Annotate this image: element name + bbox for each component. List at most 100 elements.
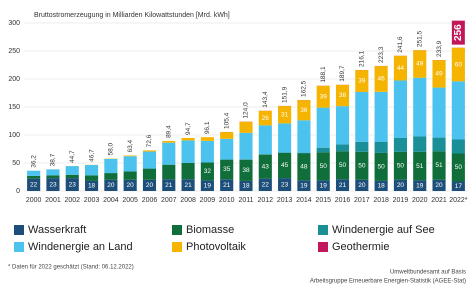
segment-label: 18 xyxy=(88,183,96,190)
segment-label: 23 xyxy=(69,181,77,188)
x-tick-label: 2020 xyxy=(412,197,428,204)
legend-label: Wasserkraft xyxy=(28,224,86,236)
x-tick-label: 2001 xyxy=(45,197,61,204)
x-tick-label: 2009 xyxy=(200,197,216,204)
bar-segment xyxy=(142,179,157,191)
total-label: 44,7 xyxy=(69,150,76,163)
legend-swatch xyxy=(14,242,24,252)
segment-label: 39 xyxy=(320,93,328,100)
bar-segment xyxy=(142,150,157,152)
legend-swatch xyxy=(172,242,182,252)
segment-label: 35 xyxy=(223,166,231,173)
x-tick-label: 2017 xyxy=(354,197,370,204)
x-tick-label: 2016 xyxy=(335,197,351,204)
x-tick-label: 2021 xyxy=(431,197,447,204)
bar-segment xyxy=(65,178,79,191)
y-tick-label: 150 xyxy=(8,104,20,111)
x-tick-label: 2022* xyxy=(449,197,468,204)
bar-segment xyxy=(258,110,272,126)
bar-segment xyxy=(181,137,195,141)
segment-label: 23 xyxy=(281,181,289,188)
legend-swatch xyxy=(14,225,24,235)
segment-label: 44 xyxy=(397,65,405,72)
segment-label: 36 xyxy=(300,107,308,114)
legend-swatch xyxy=(318,225,328,235)
bar-segment xyxy=(393,137,407,152)
bar-segment xyxy=(200,162,214,181)
segment-label: 18 xyxy=(242,183,250,190)
segment-label: 26 xyxy=(262,115,270,122)
bar-segment xyxy=(432,60,446,88)
y-tick-label: 100 xyxy=(8,132,20,139)
segment-label: 48 xyxy=(300,164,308,171)
bar-segment xyxy=(46,175,60,179)
bar-segment xyxy=(335,84,350,107)
segment-label: 32 xyxy=(204,168,212,175)
bar-segment xyxy=(239,180,253,191)
bar-segment xyxy=(335,179,350,191)
bar-segment xyxy=(451,181,465,191)
bar-segment xyxy=(374,91,388,142)
bar-segment xyxy=(239,159,253,181)
bar-segment xyxy=(220,132,234,139)
bar-segment xyxy=(278,178,292,191)
bar-segment xyxy=(355,141,369,152)
segment-label: 50 xyxy=(320,163,328,170)
segment-label: 20 xyxy=(435,182,443,189)
segment-label: 45 xyxy=(281,162,289,169)
total-label: 96,1 xyxy=(204,121,211,134)
segment-label: 46 xyxy=(378,76,386,83)
bar-segment xyxy=(278,106,292,124)
y-tick-label: 0 xyxy=(16,188,20,195)
bar-segment xyxy=(123,155,137,157)
bar-segment xyxy=(181,163,195,180)
segment-label: 19 xyxy=(320,182,328,189)
bar-segment xyxy=(413,50,427,78)
y-tick-label: 50 xyxy=(12,160,20,167)
bar-segment xyxy=(258,125,272,155)
total-label: 124,0 xyxy=(243,102,250,119)
x-tick-label: 2015 xyxy=(315,197,331,204)
bar-segment xyxy=(27,175,41,179)
total-label: 223,3 xyxy=(378,46,385,63)
bar-segment xyxy=(413,180,427,191)
bar-segment xyxy=(432,87,446,138)
segment-label: 21 xyxy=(165,182,173,189)
bar-segment xyxy=(162,164,176,180)
bar-segment xyxy=(393,55,407,81)
total-label: 46,7 xyxy=(88,149,95,162)
bar-segment xyxy=(316,152,330,181)
bar-segment xyxy=(374,152,388,181)
source: Arbeitsgruppe Erneuerbare Energien-Stati… xyxy=(310,279,466,285)
segment-label: 39 xyxy=(358,78,366,85)
segment-label: 50 xyxy=(378,164,386,171)
bar-segment xyxy=(27,178,41,191)
x-tick-label: 2007 xyxy=(161,197,177,204)
bar-segment xyxy=(355,151,369,180)
segment-label: 50 xyxy=(397,163,405,170)
bar-segment xyxy=(297,180,311,191)
bar-segment xyxy=(181,140,195,163)
legend-label: Biomasse xyxy=(186,224,234,236)
x-tick-label: 2018 xyxy=(373,197,389,204)
segment-label: 51 xyxy=(435,162,443,169)
segment-label: 21 xyxy=(184,182,192,189)
total-label: 58,0 xyxy=(108,142,115,155)
bar-segment xyxy=(27,170,41,176)
legend-swatch xyxy=(172,225,182,235)
bar-segment xyxy=(220,179,234,191)
bar-segment xyxy=(374,180,388,191)
segment-label: 21 xyxy=(339,182,347,189)
bar-segment xyxy=(220,138,234,160)
bar-segment xyxy=(432,137,446,152)
y-tick-label: 300 xyxy=(8,20,20,27)
x-tick-label: 2000 xyxy=(26,197,42,204)
bar-segment xyxy=(258,154,272,179)
total-label: 38,7 xyxy=(50,153,57,166)
total-label: 256 xyxy=(453,24,464,41)
bar-segment xyxy=(451,47,465,82)
bar-segment xyxy=(278,152,292,179)
segment-label: 18 xyxy=(378,183,386,190)
segment-label: 51 xyxy=(416,163,424,170)
